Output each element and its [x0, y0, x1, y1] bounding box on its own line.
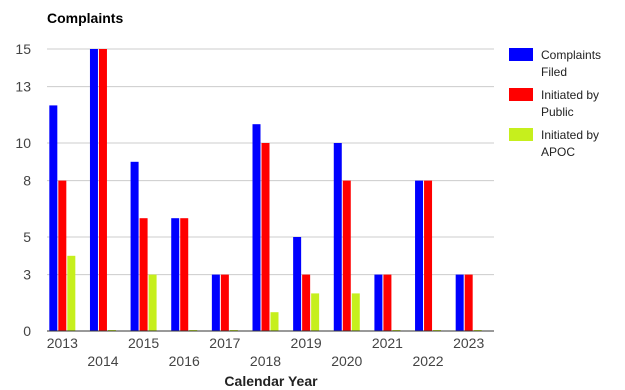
legend-label: Complaints Filed — [541, 48, 601, 79]
bar-complaints-filed-2018[interactable] — [252, 124, 261, 331]
x-axis-label: Calendar Year — [224, 373, 318, 389]
legend-label: Initiated by Public — [541, 88, 599, 119]
bar-initiated-by-apoc-2019[interactable] — [311, 293, 320, 331]
y-tick-label: 15 — [15, 41, 31, 57]
bar-complaints-filed-2014[interactable] — [89, 49, 98, 331]
bar-initiated-by-public-2016[interactable] — [180, 218, 189, 331]
bar-initiated-by-public-2019[interactable] — [302, 274, 311, 331]
legend-label: Initiated by APOC — [541, 128, 599, 159]
x-tick-label: 2017 — [209, 335, 240, 351]
x-tick-label: 2018 — [250, 353, 281, 369]
legend-swatch — [509, 128, 533, 141]
bar-initiated-by-apoc-2015[interactable] — [148, 274, 157, 331]
bar-complaints-filed-2015[interactable] — [130, 161, 139, 331]
bar-complaints-filed-2022[interactable] — [415, 180, 424, 331]
bar-complaints-filed-2019[interactable] — [293, 237, 302, 331]
bar-complaints-filed-2021[interactable] — [374, 274, 383, 331]
y-tick-label: 3 — [23, 267, 31, 283]
bar-initiated-by-public-2022[interactable] — [424, 180, 433, 331]
y-tick-label: 5 — [23, 229, 31, 245]
y-tick-label: 0 — [23, 323, 31, 339]
x-tick-label: 2016 — [169, 353, 200, 369]
bar-initiated-by-public-2023[interactable] — [464, 274, 473, 331]
bar-complaints-filed-2016[interactable] — [171, 218, 180, 331]
legend-swatch — [509, 48, 533, 61]
bar-initiated-by-public-2021[interactable] — [383, 274, 392, 331]
bar-initiated-by-apoc-2018[interactable] — [270, 312, 279, 331]
bar-initiated-by-public-2018[interactable] — [261, 143, 270, 331]
bar-initiated-by-public-2017[interactable] — [220, 274, 229, 331]
x-tick-label: 2020 — [331, 353, 362, 369]
x-tick-label: 2015 — [128, 335, 159, 351]
y-axis-ticks: 0 3 5 8 10 13 15 — [15, 41, 31, 339]
y-tick-label: 8 — [23, 173, 31, 189]
x-tick-label: 2019 — [291, 335, 322, 351]
bar-initiated-by-public-2015[interactable] — [139, 218, 148, 331]
x-tick-label: 2022 — [412, 353, 443, 369]
x-tick-label: 2013 — [47, 335, 78, 351]
y-tick-label: 10 — [15, 135, 31, 151]
bar-initiated-by-public-2020[interactable] — [342, 180, 351, 331]
legend-swatch — [509, 88, 533, 101]
bar-initiated-by-public-2014[interactable] — [98, 49, 107, 331]
chart-title: Complaints — [47, 10, 123, 26]
x-tick-label: 2023 — [453, 335, 484, 351]
bar-complaints-filed-2017[interactable] — [211, 274, 220, 331]
bar-complaints-filed-2020[interactable] — [333, 143, 342, 331]
x-axis-ticks: 2013 2014 2015 2016 2017 2018 2019 2020 2021 2022… — [47, 335, 485, 369]
bar-complaints-filed-2013[interactable] — [49, 105, 58, 332]
x-tick-label: 2021 — [372, 335, 403, 351]
x-tick-label: 2014 — [87, 353, 118, 369]
bar-initiated-by-apoc-2020[interactable] — [351, 293, 360, 331]
bar-complaints-filed-2023[interactable] — [455, 274, 464, 331]
bar-initiated-by-public-2013[interactable] — [58, 180, 67, 331]
bar-initiated-by-apoc-2013[interactable] — [67, 255, 76, 331]
y-tick-label: 13 — [15, 79, 31, 95]
legend: Complaints Filed Initiated by Public Initiat… — [509, 48, 601, 159]
bars — [49, 49, 482, 332]
